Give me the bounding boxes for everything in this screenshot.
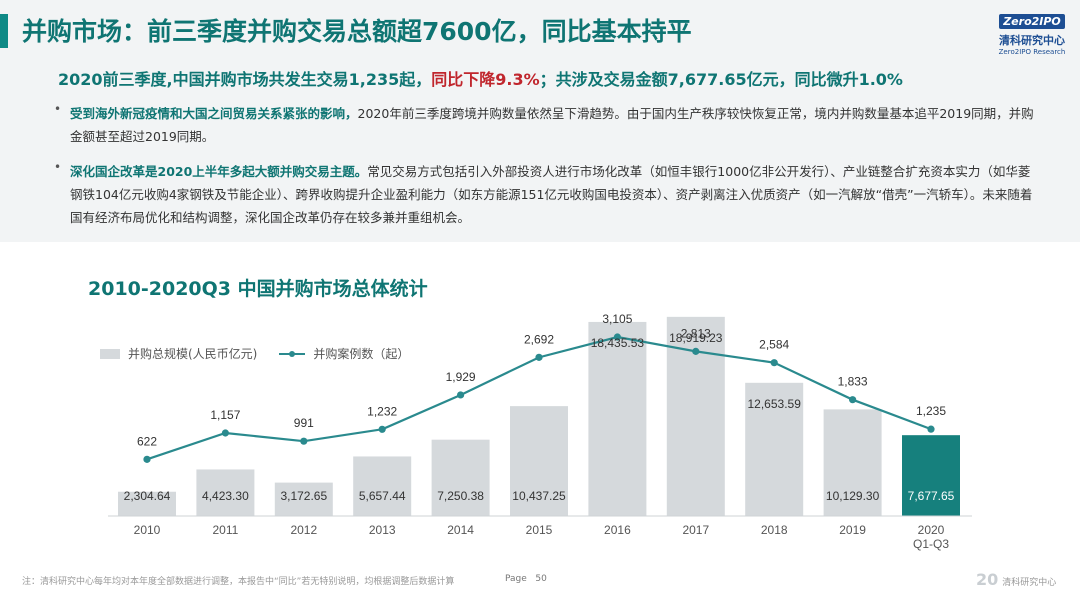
logo-en-text: Zero2IPO Research — [998, 48, 1066, 56]
footer-logo-text: 清科研究中心 — [1002, 578, 1057, 588]
bar-0 — [118, 491, 176, 516]
footnote: 注：清科研究中心每年均对本年度全部数据进行调整，本报告中“同比”若无特别说明，均… — [22, 577, 455, 587]
footer-logo: 20 清科研究中心 — [976, 570, 1056, 589]
bar-9 — [823, 409, 882, 516]
summary-part-b: ；共涉及交易金额7,677.65亿元，同比微升1.0% — [539, 70, 903, 89]
bar-label-0: 2,304.64 — [124, 489, 171, 503]
bar-10 — [902, 435, 960, 516]
x-tick-5: 2015 — [526, 523, 553, 537]
bullet-1-text: 2020年前三季度跨境并购数量依然呈下滑趋势。由于国内生产秩序较快恢复正常，境内… — [70, 106, 1034, 144]
page-number: Page 50 — [505, 574, 547, 584]
legend-bar-swatch — [100, 348, 120, 359]
page-value: 50 — [535, 574, 547, 584]
case-label-5: 2,692 — [524, 332, 554, 346]
x-tick-6: 2016 — [604, 523, 631, 537]
bar-8 — [745, 382, 804, 516]
case-point-4 — [457, 391, 465, 399]
case-point-3 — [378, 425, 386, 433]
case-label-10: 1,235 — [916, 404, 946, 418]
case-label-3: 1,232 — [367, 404, 397, 418]
page-label: Page — [505, 574, 527, 584]
bar-label-4: 7,250.38 — [437, 489, 484, 503]
headline-summary: 2020前三季度,中国并购市场共发生交易1,235起，同比下降9.3%；共涉及交… — [58, 66, 903, 90]
bar-6 — [588, 321, 647, 516]
bullet-2-highlight: 深化国企改革是2020上半年多起大额并购交易主题。 — [70, 164, 368, 179]
bullet-dot-2: • — [54, 160, 62, 174]
case-point-7 — [692, 347, 700, 355]
x-tick-8: 2018 — [761, 523, 788, 537]
case-point-8 — [770, 359, 778, 367]
bar-4 — [431, 439, 490, 516]
case-label-0: 622 — [137, 434, 157, 448]
x-tick-9: 2019 — [839, 523, 866, 537]
bar-label-10: 7,677.65 — [908, 489, 955, 503]
case-label-6: 3,105 — [602, 312, 632, 326]
bar-label-3: 5,657.44 — [359, 489, 406, 503]
x-tick-0: 2010 — [134, 523, 161, 537]
bar-label-7: 18,919.23 — [669, 331, 723, 345]
case-point-9 — [849, 396, 857, 404]
summary-part-a: 2020前三季度,中国并购市场共发生交易1,235起， — [58, 70, 432, 89]
legend-bar-label: 并购总规模(人民币亿元) — [128, 347, 258, 361]
title-accent-bar — [0, 14, 8, 48]
bar-label-9: 10,129.30 — [826, 489, 880, 503]
case-point-1 — [221, 429, 229, 437]
logo-badge: Zero2IPO — [999, 14, 1065, 29]
bar-label-2: 3,172.65 — [280, 489, 327, 503]
summary-decline: 同比下降9.3% — [431, 70, 540, 89]
bullet-1-highlight: 受到海外新冠疫情和大国之间贸易关系紧张的影响， — [70, 106, 358, 121]
case-point-6 — [613, 333, 622, 341]
bullet-1: 受到海外新冠疫情和大国之间贸易关系紧张的影响，2020年前三季度跨境并购数量依然… — [70, 102, 1040, 148]
x-tick-2: 2012 — [290, 523, 317, 537]
bullet-2: 深化国企改革是2020上半年多起大额并购交易主题。常见交易方式包括引入外部投资人… — [70, 160, 1040, 229]
logo-cn-text: 清科研究中心 — [999, 34, 1065, 47]
bar-2 — [274, 482, 333, 516]
x-tick-10-b: Q1-Q3 — [913, 537, 949, 551]
bar-label-6: 18,435.53 — [591, 336, 645, 350]
case-point-0 — [143, 455, 151, 463]
bar-3 — [353, 456, 412, 516]
case-label-4: 1,929 — [446, 370, 476, 384]
legend-line-swatch — [279, 349, 306, 359]
header-band — [0, 0, 1080, 242]
bullet-2-text: 常见交易方式包括引入外部投资人进行市场化改革（如恒丰银行1000亿非公开发行）、… — [70, 164, 1033, 225]
bar-label-1: 4,423.30 — [202, 489, 249, 503]
x-tick-1: 2011 — [212, 523, 238, 537]
case-point-5 — [535, 353, 543, 361]
case-label-8: 2,584 — [759, 338, 789, 352]
x-tick-4: 2014 — [447, 523, 474, 537]
case-label-9: 1,833 — [838, 375, 868, 389]
case-point-2 — [300, 437, 308, 445]
legend-line-label: 并购案例数（起） — [313, 347, 410, 361]
case-label-1: 1,157 — [210, 408, 240, 422]
case-point-10 — [927, 425, 935, 433]
zero2ipo-logo: Zero2IPO 清科研究中心 Zero2IPO Research — [992, 10, 1072, 56]
x-tick-7: 2017 — [682, 523, 709, 537]
x-tick-3: 2013 — [369, 523, 396, 537]
x-tick-10: 2020 — [918, 523, 945, 537]
footer-logo-mark: 20 — [976, 570, 999, 589]
bullet-dot-1: • — [54, 102, 62, 116]
chart-title: 2010-2020Q3 中国并购市场总体统计 — [88, 278, 428, 300]
page-title: 并购市场：前三季度并购交易总额超7600亿，同比基本持平 — [22, 17, 692, 46]
bar-label-5: 10,437.25 — [512, 489, 566, 503]
bar-5 — [510, 406, 568, 516]
bar-1 — [196, 469, 255, 516]
case-label-2: 991 — [294, 416, 314, 430]
case-label-7: 2,813 — [681, 326, 711, 340]
bar-label-8: 12,653.59 — [748, 397, 802, 411]
chart-legend: 并购总规模(人民币亿元) 并购案例数（起） — [100, 345, 409, 362]
